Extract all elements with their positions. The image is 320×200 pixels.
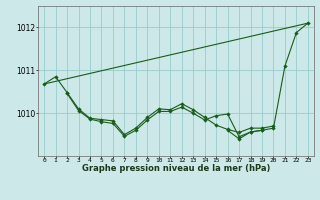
X-axis label: Graphe pression niveau de la mer (hPa): Graphe pression niveau de la mer (hPa) — [82, 164, 270, 173]
